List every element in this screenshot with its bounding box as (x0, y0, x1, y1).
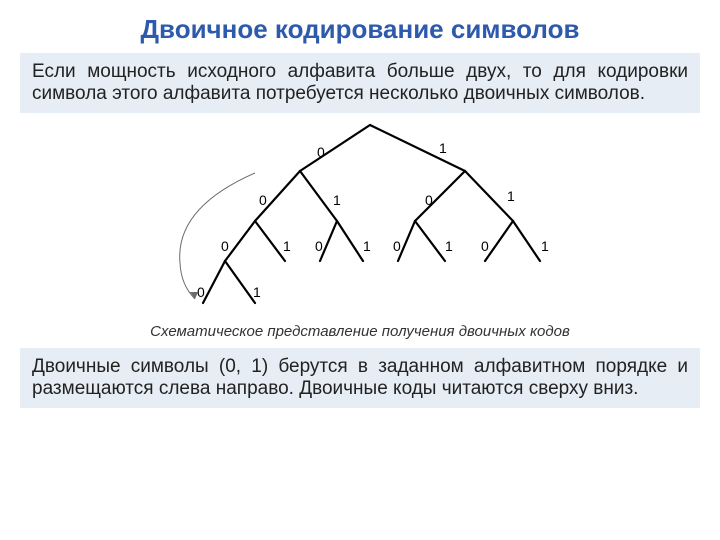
tree-svg: 0 1 0 1 0 1 0 1 0 1 0 1 0 1 0 1 (125, 113, 595, 323)
edge-label: 1 (283, 238, 291, 254)
edge-label: 0 (197, 284, 205, 300)
paragraph-bottom: Двоичные символы (0, 1) берутся в заданн… (20, 348, 700, 408)
edge-label: 0 (481, 238, 489, 254)
edge-label: 1 (541, 238, 549, 254)
diagram-caption: Схематическое представление получения дв… (0, 323, 720, 340)
edge-label: 0 (315, 238, 323, 254)
title-text: Двоичное кодирование символов (141, 14, 580, 44)
tree-edge (300, 171, 337, 221)
edge-label: 1 (507, 188, 515, 204)
edge-label: 0 (393, 238, 401, 254)
binary-tree-diagram: 0 1 0 1 0 1 0 1 0 1 0 1 0 1 0 1 (0, 113, 720, 323)
edge-label: 1 (445, 238, 453, 254)
paragraph-top: Если мощность исходного алфавита больше … (20, 53, 700, 113)
edge-label: 1 (333, 192, 341, 208)
tree-edge (485, 221, 513, 261)
edge-label: 0 (317, 144, 325, 160)
tree-edge (300, 125, 370, 171)
page-title: Двоичное кодирование символов (0, 0, 720, 45)
edge-label: 1 (439, 140, 447, 156)
paragraph-bottom-text: Двоичные символы (0, 1) берутся в заданн… (32, 356, 688, 399)
tree-edge (513, 221, 540, 261)
edge-label: 1 (253, 284, 261, 300)
tree-edge (370, 125, 465, 171)
tree-edge (225, 221, 255, 261)
tree-edge (225, 261, 255, 303)
tree-edge (415, 221, 445, 261)
edge-label: 0 (259, 192, 267, 208)
edge-label: 1 (363, 238, 371, 254)
paragraph-top-text: Если мощность исходного алфавита больше … (32, 61, 688, 104)
tree-edge (337, 221, 363, 261)
tree-edge (203, 261, 225, 303)
tree-edge (415, 171, 465, 221)
edge-label: 0 (425, 192, 433, 208)
caption-text: Схематическое представление получения дв… (150, 323, 570, 340)
edge-label: 0 (221, 238, 229, 254)
tree-edge (465, 171, 513, 221)
tree-edge (255, 221, 285, 261)
